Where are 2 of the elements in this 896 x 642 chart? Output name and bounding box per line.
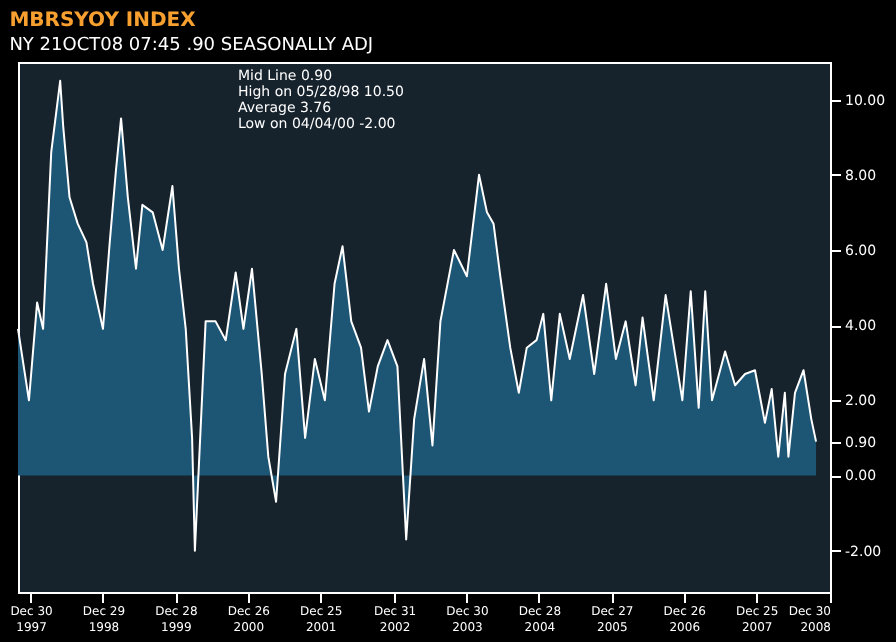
chart-subtitle: NY 21OCT08 07:45 .90 SEASONALLY ADJ — [9, 36, 374, 56]
chart-title: MBRSYOY INDEX — [9, 10, 197, 32]
